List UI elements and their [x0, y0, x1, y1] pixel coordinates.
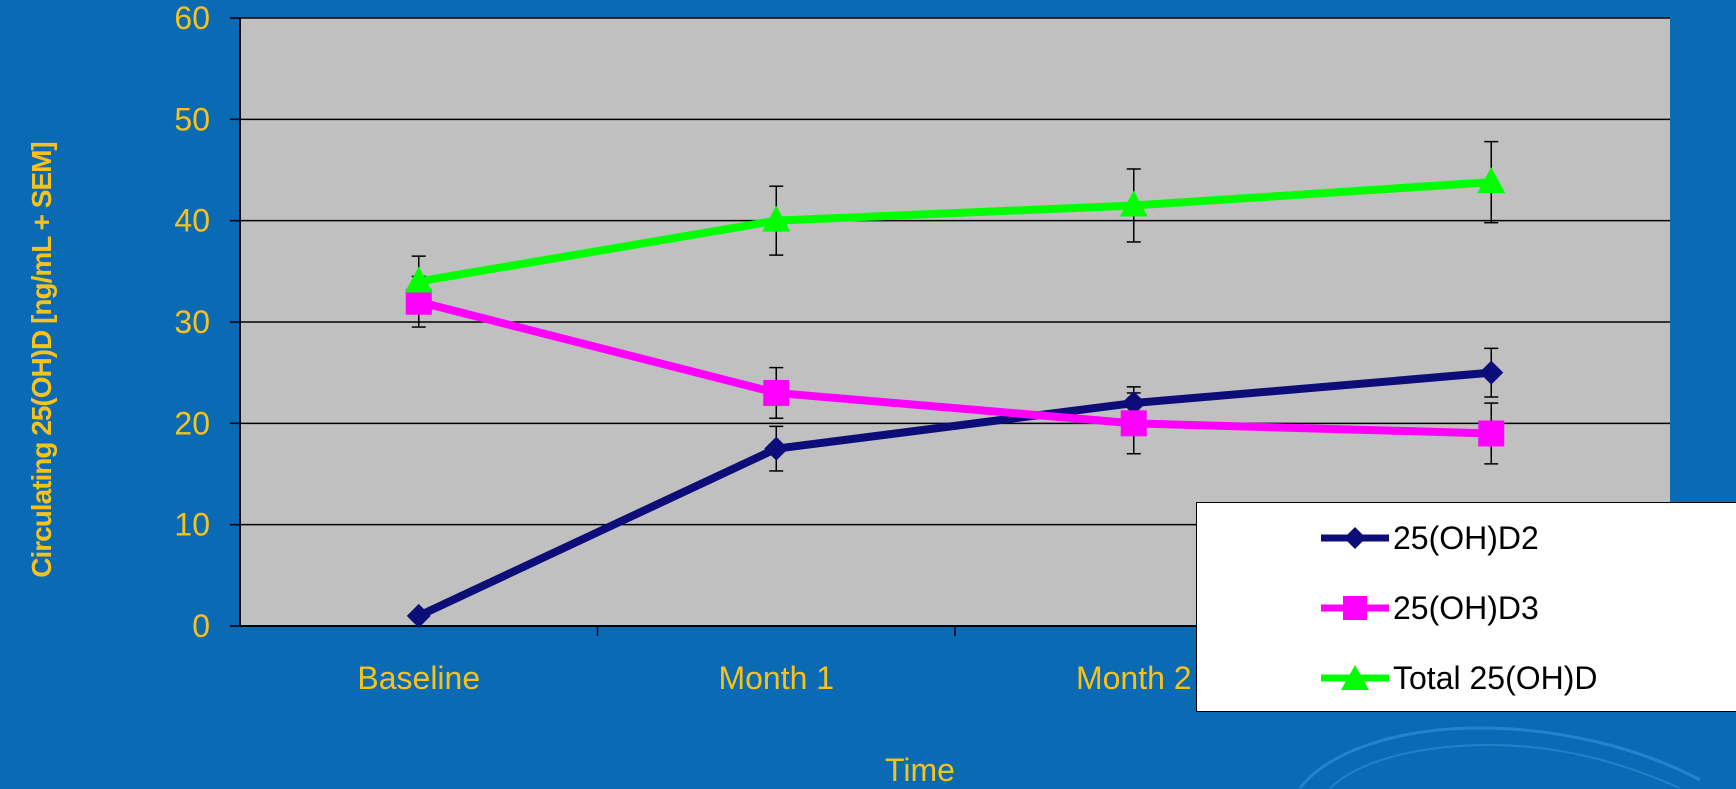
x-tick-label: Baseline — [357, 660, 480, 696]
legend: 25(OH)D2 25(OH)D3 Total 25(OH)D — [1196, 502, 1736, 712]
series-line-1 — [414, 368, 1496, 620]
data-point — [1121, 391, 1146, 416]
series-line-3 — [414, 178, 1496, 286]
legend-marker-triangle — [1321, 665, 1389, 690]
legend-item-d2: 25(OH)D2 — [1319, 513, 1539, 563]
data-point — [404, 266, 433, 293]
x-axis-title: Time — [885, 752, 955, 788]
y-tick-label: 20 — [174, 405, 210, 441]
y-axis-title: Circulating 25(OH)D [ng/mL + SEM] — [26, 142, 57, 578]
data-point — [1120, 410, 1147, 437]
legend-label: 25(OH)D2 — [1393, 519, 1539, 556]
data-point — [405, 288, 432, 315]
decorative-swirl — [1329, 743, 1681, 788]
y-tick-label: 10 — [174, 507, 210, 543]
data-point — [1479, 360, 1504, 385]
decorative-swirl — [1298, 726, 1701, 788]
y-tick-label: 0 — [192, 608, 210, 644]
legend-marker-square — [1321, 596, 1389, 620]
legend-label: 25(OH)D3 — [1393, 589, 1539, 626]
x-tick-label: Month 1 — [718, 660, 834, 696]
y-tick-label: 40 — [174, 203, 210, 239]
data-point — [1478, 420, 1505, 447]
x-tick-label: Month 2 — [1076, 660, 1192, 696]
data-point — [763, 379, 790, 406]
legend-item-total: Total 25(OH)D — [1319, 653, 1598, 703]
y-tick-label: 50 — [174, 101, 210, 137]
data-point — [762, 205, 791, 232]
legend-item-d3: 25(OH)D3 — [1319, 583, 1539, 633]
data-point — [764, 436, 789, 461]
data-point — [1119, 190, 1148, 217]
data-point — [406, 603, 431, 628]
legend-label: Total 25(OH)D — [1393, 659, 1598, 696]
y-tick-label: 60 — [174, 0, 210, 36]
series-line-2 — [414, 297, 1496, 438]
data-point — [1477, 167, 1506, 194]
y-tick-label: 30 — [174, 304, 210, 340]
legend-marker-diamond — [1321, 527, 1389, 549]
